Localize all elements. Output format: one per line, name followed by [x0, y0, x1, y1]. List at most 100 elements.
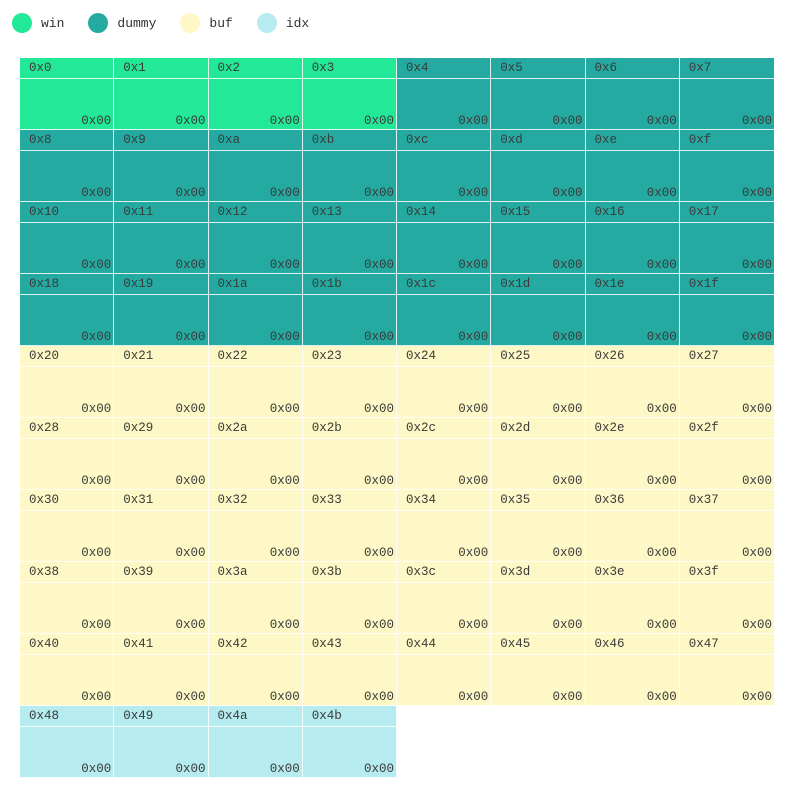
memory-cell-buf: 0x22 0x00	[208, 346, 303, 418]
memory-cell-idx: 0x4b 0x00	[302, 706, 397, 778]
cell-value: 0x00	[646, 690, 677, 704]
memory-cell-buf: 0x44 0x00	[397, 634, 492, 706]
cell-value: 0x00	[175, 546, 206, 560]
cell-value: 0x00	[458, 258, 489, 272]
cell-value: 0x00	[646, 402, 677, 416]
legend-dot-icon	[256, 13, 277, 33]
cell-address: 0x6	[585, 58, 679, 79]
cell-value: 0x00	[646, 258, 677, 272]
cell-address: 0x3c	[397, 562, 491, 583]
cell-address: 0xe	[585, 130, 679, 151]
memory-cell-dummy: 0xa 0x00	[208, 130, 303, 202]
cell-value: 0x00	[458, 690, 489, 704]
cell-value: 0x00	[175, 258, 206, 272]
cell-value: 0x00	[269, 258, 300, 272]
memory-cell-dummy: 0x11 0x00	[114, 202, 209, 274]
cell-address: 0x21	[114, 346, 208, 367]
memory-cell-dummy: 0x6 0x00	[585, 58, 680, 130]
cell-value: 0x00	[741, 114, 772, 128]
cell-value: 0x00	[363, 690, 394, 704]
memory-cell-dummy: 0x5 0x00	[491, 58, 586, 130]
cell-address: 0x17	[679, 202, 774, 223]
cell-address: 0x11	[114, 202, 208, 223]
cell-address: 0x36	[585, 490, 679, 511]
cell-address: 0x1b	[302, 274, 396, 295]
cell-address: 0x38	[20, 562, 114, 583]
memory-cell-buf: 0x36 0x00	[585, 490, 680, 562]
cell-value: 0x00	[552, 474, 583, 488]
legend-item-win: win	[12, 13, 64, 33]
memory-cell-dummy: 0x13 0x00	[302, 202, 397, 274]
cell-value: 0x00	[741, 258, 772, 272]
legend-item-idx: idx	[256, 13, 309, 33]
cell-address: 0x25	[491, 346, 585, 367]
legend-label: dummy	[117, 15, 157, 31]
cell-value: 0x00	[458, 330, 489, 344]
cell-value: 0x00	[269, 114, 300, 128]
memory-cell-dummy: 0x1a 0x00	[208, 274, 303, 346]
cell-address: 0x1f	[679, 274, 774, 295]
cell-value: 0x00	[269, 762, 300, 776]
cell-value: 0x00	[646, 114, 677, 128]
cell-address: 0x19	[114, 274, 208, 295]
cell-address: 0x5	[491, 58, 585, 79]
cell-address: 0x35	[491, 490, 585, 511]
cell-value: 0x00	[741, 186, 772, 200]
memory-cell-dummy: 0x1e 0x00	[585, 274, 680, 346]
cell-address: 0x31	[114, 490, 208, 511]
cell-address: 0x18	[20, 274, 114, 295]
memory-cell-buf: 0x41 0x00	[114, 634, 209, 706]
memory-cell-dummy: 0x17 0x00	[679, 202, 774, 274]
memory-cell-buf: 0x2d 0x00	[491, 418, 586, 490]
cell-address: 0x14	[397, 202, 491, 223]
cell-value: 0x00	[646, 330, 677, 344]
memory-cell-dummy: 0xd 0x00	[491, 130, 586, 202]
memory-cell-buf: 0x27 0x00	[679, 346, 774, 418]
cell-address: 0x47	[679, 634, 774, 655]
cell-address: 0x2	[208, 58, 302, 79]
memory-cell-dummy: 0x15 0x00	[491, 202, 586, 274]
cell-address: 0x9	[114, 130, 208, 151]
cell-value: 0x00	[175, 618, 206, 632]
cell-value: 0x00	[81, 762, 112, 776]
memory-cell-buf: 0x3f 0x00	[679, 562, 774, 634]
cell-address: 0x0	[20, 58, 114, 79]
cell-address: 0x30	[20, 490, 114, 511]
memory-cell-buf: 0x2f 0x00	[679, 418, 774, 490]
memory-cell-dummy: 0x7 0x00	[679, 58, 774, 130]
cell-address: 0x46	[585, 634, 679, 655]
memory-cell-buf: 0x3c 0x00	[397, 562, 492, 634]
cell-address: 0x20	[20, 346, 114, 367]
cell-value: 0x00	[269, 546, 300, 560]
cell-value: 0x00	[552, 186, 583, 200]
cell-address: 0xb	[302, 130, 396, 151]
memory-cell-buf: 0x47 0x00	[679, 634, 774, 706]
cell-value: 0x00	[81, 546, 112, 560]
memory-cell-buf: 0x31 0x00	[114, 490, 209, 562]
cell-value: 0x00	[741, 690, 772, 704]
memory-cell-dummy: 0x16 0x00	[585, 202, 680, 274]
cell-value: 0x00	[458, 474, 489, 488]
memory-cell-buf: 0x32 0x00	[208, 490, 303, 562]
legend: win dummy buf idx	[12, 12, 333, 34]
cell-value: 0x00	[363, 546, 394, 560]
memory-cell-buf: 0x2e 0x00	[585, 418, 680, 490]
cell-address: 0x44	[397, 634, 491, 655]
cell-value: 0x00	[458, 546, 489, 560]
legend-dot-icon	[88, 13, 109, 33]
memory-cell-buf: 0x2c 0x00	[397, 418, 492, 490]
cell-value: 0x00	[741, 474, 772, 488]
cell-address: 0x3d	[491, 562, 585, 583]
memory-cell-dummy: 0xe 0x00	[585, 130, 680, 202]
memory-cell-dummy: 0x1c 0x00	[397, 274, 492, 346]
legend-item-dummy: dummy	[88, 13, 156, 33]
memory-cell-buf: 0x2b 0x00	[302, 418, 397, 490]
cell-address: 0x33	[302, 490, 396, 511]
cell-address: 0x3a	[208, 562, 302, 583]
cell-address: 0x43	[302, 634, 396, 655]
cell-value: 0x00	[81, 690, 112, 704]
cell-address: 0x41	[114, 634, 208, 655]
cell-address: 0x16	[585, 202, 679, 223]
memory-cell-buf: 0x3b 0x00	[302, 562, 397, 634]
cell-value: 0x00	[175, 114, 206, 128]
